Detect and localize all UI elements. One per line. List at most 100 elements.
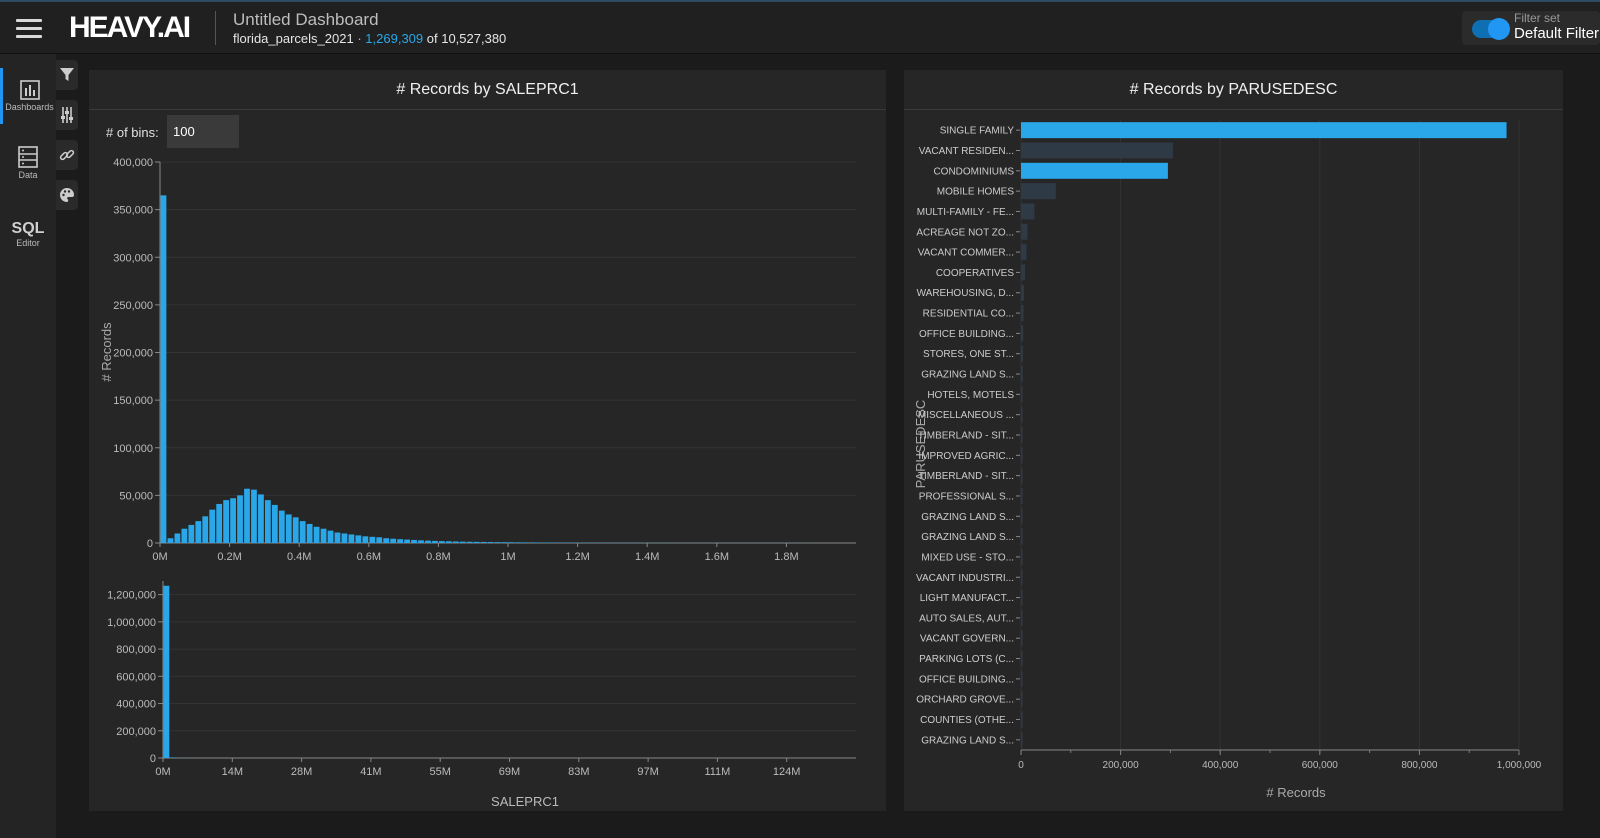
category-bar[interactable] — [1021, 264, 1025, 281]
histogram-bar[interactable] — [181, 528, 188, 543]
category-bar[interactable] — [1021, 487, 1023, 504]
category-label[interactable]: HOTELS, MOTELS — [927, 390, 1014, 401]
category-bar[interactable] — [1021, 691, 1023, 708]
category-bar[interactable] — [1021, 305, 1024, 322]
category-label[interactable]: IMPROVED AGRIC... — [918, 451, 1014, 462]
histogram-bar[interactable] — [432, 540, 438, 543]
histogram-bar[interactable] — [473, 541, 480, 543]
category-bar[interactable] — [1021, 142, 1173, 159]
histogram-bar[interactable] — [397, 539, 403, 543]
category-label[interactable]: TIMBERLAND - SIT... — [918, 431, 1014, 442]
category-bar[interactable] — [1021, 548, 1023, 565]
category-label[interactable]: VACANT RESIDEN... — [919, 146, 1014, 157]
category-label[interactable]: VACANT COMMER... — [918, 248, 1014, 259]
histogram-bar[interactable] — [383, 538, 390, 543]
category-bar[interactable] — [1021, 447, 1023, 464]
histogram-bar[interactable] — [480, 541, 487, 543]
category-bar[interactable] — [1021, 406, 1023, 423]
filter-set-value[interactable]: Default Filter — [1514, 25, 1600, 42]
category-label[interactable]: AUTO SALES, AUT... — [919, 613, 1014, 624]
histogram-bar[interactable] — [188, 524, 195, 543]
category-label[interactable]: LIGHT MANUFACT... — [920, 593, 1014, 604]
category-bar[interactable] — [1021, 325, 1024, 342]
category-bar[interactable] — [1021, 203, 1035, 220]
category-label[interactable]: ORCHARD GROVE... — [916, 695, 1014, 706]
histogram-bar[interactable] — [237, 495, 243, 543]
histogram-bar[interactable] — [170, 757, 177, 758]
histogram-bar[interactable] — [466, 541, 473, 543]
category-label[interactable]: VACANT GOVERN... — [920, 634, 1014, 645]
category-bar[interactable] — [1021, 731, 1023, 748]
histogram-bar[interactable] — [425, 540, 431, 543]
histogram-bar[interactable] — [508, 542, 515, 543]
histogram-bar[interactable] — [376, 537, 383, 543]
category-label[interactable]: COUNTIES (OTHE... — [920, 715, 1014, 726]
histogram-bar[interactable] — [320, 528, 327, 543]
histogram-bar[interactable] — [404, 539, 410, 543]
category-bar[interactable] — [1021, 711, 1023, 728]
category-bar[interactable] — [1021, 183, 1056, 200]
hamburger-icon[interactable] — [16, 19, 42, 39]
category-bar[interactable] — [1021, 528, 1023, 545]
dashboard-title[interactable]: Untitled Dashboard — [233, 10, 379, 29]
histogram-bar[interactable] — [494, 542, 501, 543]
parusedesc-bar-chart[interactable]: PARUSEDESC # Records 0 200,000 400,000 600,… — [904, 70, 1563, 811]
histogram-bar[interactable] — [313, 526, 320, 543]
category-label[interactable]: MISCELLANEOUS ... — [918, 410, 1014, 421]
filter-icon[interactable] — [56, 60, 78, 90]
category-label[interactable]: STORES, ONE ST... — [923, 349, 1014, 360]
bins-input[interactable] — [167, 115, 239, 148]
histogram-bar[interactable] — [327, 530, 334, 543]
category-bar[interactable] — [1021, 284, 1024, 301]
histogram-bar[interactable] — [271, 504, 278, 543]
histogram-bar[interactable] — [216, 503, 223, 543]
histogram-bar[interactable] — [341, 533, 348, 543]
category-label[interactable]: GRAZING LAND S... — [921, 532, 1014, 543]
histogram-bar[interactable] — [209, 509, 216, 543]
histogram-bar[interactable] — [411, 539, 417, 543]
category-label[interactable]: GRAZING LAND S... — [921, 370, 1014, 381]
histogram-bar[interactable] — [265, 500, 271, 543]
histogram-bar[interactable] — [501, 542, 508, 543]
category-label[interactable]: MIXED USE - STO... — [921, 552, 1014, 563]
category-label[interactable]: PROFESSIONAL S... — [919, 491, 1014, 502]
histogram-bar[interactable] — [355, 535, 362, 543]
category-label[interactable]: PARKING LOTS (C... — [919, 654, 1014, 665]
category-bar[interactable] — [1021, 630, 1023, 647]
category-label[interactable]: TIMBERLAND - SIT... — [918, 471, 1014, 482]
histogram-bar[interactable] — [292, 517, 299, 543]
histogram-bar[interactable] — [202, 516, 209, 543]
category-label[interactable]: OFFICE BUILDING... — [919, 674, 1014, 685]
category-label[interactable]: CONDOMINIUMS — [933, 166, 1014, 177]
histogram-bar[interactable] — [251, 489, 257, 543]
histogram-bar[interactable] — [230, 498, 236, 543]
table-name[interactable]: florida_parcels_2021 — [233, 31, 354, 46]
category-bar[interactable] — [1021, 386, 1023, 403]
histogram-bar[interactable] — [362, 536, 369, 543]
category-bar[interactable] — [1021, 427, 1023, 443]
filter-set-toggle[interactable] — [1472, 18, 1510, 40]
category-bar[interactable] — [1021, 589, 1023, 606]
category-label[interactable]: MOBILE HOMES — [937, 187, 1015, 198]
category-bar[interactable] — [1021, 366, 1023, 383]
histogram-bar[interactable] — [167, 538, 174, 543]
category-bar[interactable] — [1021, 162, 1168, 179]
category-label[interactable]: COOPERATIVES — [936, 268, 1014, 279]
histogram-bar[interactable] — [163, 585, 170, 758]
histogram-bar[interactable] — [418, 540, 424, 543]
histogram-bar[interactable] — [285, 514, 292, 543]
histogram-bar[interactable] — [390, 538, 397, 543]
histogram-bar[interactable] — [223, 500, 229, 543]
category-label[interactable]: OFFICE BUILDING... — [919, 329, 1014, 340]
category-label[interactable]: GRAZING LAND S... — [921, 735, 1014, 746]
histogram-bar[interactable] — [487, 542, 494, 543]
category-bar[interactable] — [1021, 670, 1023, 687]
category-bar[interactable] — [1021, 650, 1023, 667]
category-label[interactable]: VACANT INDUSTRI... — [916, 573, 1014, 584]
category-bar[interactable] — [1021, 122, 1507, 139]
histogram-bar[interactable] — [306, 523, 313, 543]
histogram-bar[interactable] — [459, 541, 466, 543]
histogram-bar[interactable] — [445, 541, 452, 543]
histogram-bar[interactable] — [452, 541, 459, 543]
histogram-bar[interactable] — [299, 521, 306, 543]
